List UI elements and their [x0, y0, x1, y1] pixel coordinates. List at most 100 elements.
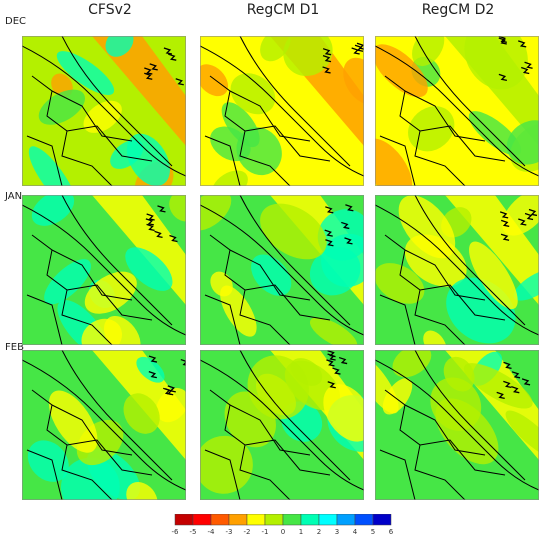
map-panel-jan-regcm-d1	[200, 195, 364, 345]
island-outline	[338, 356, 348, 365]
map-boundary-line	[379, 294, 416, 345]
island-outline	[145, 218, 154, 226]
map-boundary-line	[414, 350, 526, 481]
map-boundary-line	[375, 45, 539, 177]
anomaly-patch	[506, 120, 539, 165]
anomaly-patch	[260, 203, 327, 260]
map-boundary-line	[375, 359, 539, 491]
map-panel-feb-cfsv2	[22, 350, 186, 500]
island-outline	[354, 44, 364, 52]
island-outline	[327, 350, 336, 358]
island-outline	[154, 230, 163, 239]
map-frame	[22, 350, 186, 500]
colorbar-swatch	[264, 514, 284, 526]
island-outline	[325, 239, 334, 247]
island-outline	[146, 223, 155, 232]
colorbar-tick-label: 5	[370, 528, 376, 536]
island-outline	[344, 237, 353, 245]
island-outline	[345, 204, 354, 212]
colorbar-tick-label: -2	[243, 528, 251, 536]
map-boundary-line	[200, 204, 364, 336]
island-outline	[332, 367, 341, 375]
map-svg	[200, 195, 364, 345]
colorbar-swatch	[282, 514, 302, 526]
colorbar: -6 -5 -4 -3 -2 -1 0 1 2 3 4 5 6	[172, 514, 394, 536]
map-frame	[22, 195, 186, 345]
map-boundary-line	[239, 36, 351, 167]
anomaly-patch	[469, 241, 518, 310]
row-label-jan: JAN	[5, 191, 23, 202]
map-panel-dec-regcm-d2	[375, 36, 539, 186]
anomaly-patch	[251, 254, 292, 296]
column-title-regcm-d1: RegCM D1	[246, 2, 320, 18]
map-svg	[375, 195, 539, 345]
anomaly-patch	[343, 57, 364, 105]
anomaly-patch	[375, 263, 425, 304]
anomaly-patch	[392, 350, 432, 378]
map-boundary-line	[204, 449, 241, 500]
anomaly-patch	[28, 146, 77, 186]
island-outline	[327, 381, 336, 389]
map-boundary-line	[239, 350, 351, 481]
island-outline	[521, 66, 530, 75]
anomaly-patch	[200, 64, 229, 97]
map-boundary-line	[229, 249, 311, 301]
island-outline	[146, 213, 155, 221]
map-boundary-line	[404, 90, 486, 142]
map-svg	[200, 350, 364, 500]
anomaly-patch	[61, 457, 120, 500]
colorbar-swatch	[354, 514, 374, 526]
map-boundary-line	[244, 125, 331, 162]
map-panel-jan-regcm-d2	[375, 195, 539, 345]
island-outline	[144, 67, 153, 75]
colorbar-tick-label: 6	[388, 528, 394, 536]
anomaly-patch	[430, 377, 482, 431]
colorbar-tick-label: -4	[207, 528, 215, 536]
colorbar-swatch	[372, 514, 392, 526]
island-outline	[341, 221, 350, 230]
colorbar-tick-label: 1	[298, 528, 304, 536]
anomaly-patch	[125, 247, 173, 291]
column-title-regcm-d2: RegCM D2	[421, 2, 495, 18]
island-outline	[521, 378, 531, 386]
island-outline	[167, 385, 176, 393]
colorbar-tick-label: -6	[171, 528, 179, 536]
anomaly-patch	[27, 440, 69, 482]
map-panel-dec-regcm-d1	[200, 36, 364, 186]
map-svg	[375, 350, 539, 500]
island-outline	[149, 63, 158, 71]
map-boundary-line	[26, 449, 63, 500]
anomaly-patch	[375, 44, 428, 98]
island-outline	[498, 73, 508, 82]
map-boundary-line	[66, 439, 153, 476]
map-frame	[200, 36, 364, 186]
map-svg	[22, 350, 186, 500]
island-outline	[518, 40, 527, 48]
anomaly-patch	[56, 51, 115, 96]
map-boundary-line	[61, 195, 173, 326]
anomaly-patch	[44, 259, 91, 305]
island-outline	[163, 387, 172, 395]
anomaly-patch	[412, 36, 445, 67]
map-boundary-line	[66, 284, 153, 321]
colorbar-tick-label: 4	[352, 528, 358, 536]
island-outline	[499, 211, 509, 219]
map-frame	[200, 350, 364, 500]
island-outline	[503, 380, 512, 389]
anomaly-patch	[375, 138, 413, 186]
island-outline	[500, 219, 510, 228]
map-boundary-line	[229, 404, 311, 456]
row-label-feb: FEB	[5, 342, 24, 353]
island-outline	[524, 61, 533, 69]
map-panel-dec-cfsv2	[22, 36, 186, 186]
anomaly-patch	[105, 36, 134, 57]
anomaly-patch	[230, 73, 276, 115]
colorbar-tick-label: -1	[261, 528, 269, 536]
map-boundary-line	[419, 284, 506, 321]
island-outline	[326, 359, 335, 367]
anomaly-patch	[48, 390, 98, 453]
island-outline	[157, 205, 166, 213]
anomaly-patch	[309, 317, 358, 345]
anomaly-patch	[220, 285, 257, 337]
island-outline	[322, 54, 332, 63]
